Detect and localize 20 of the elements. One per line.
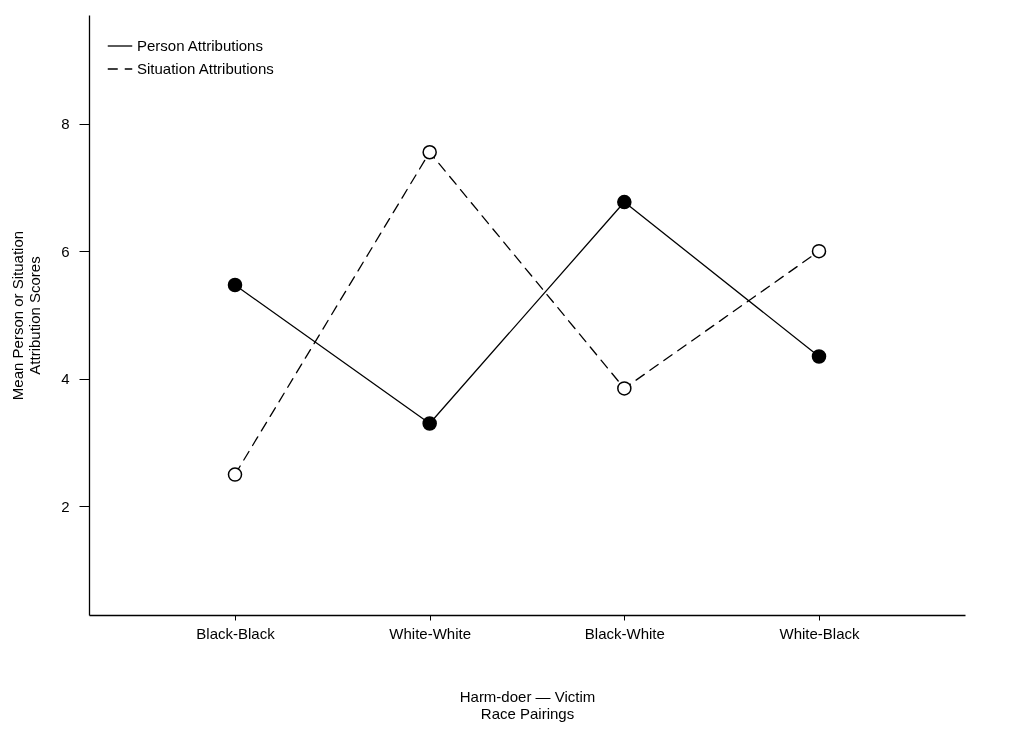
- x-tick-label: White-Black: [779, 624, 860, 642]
- y-tick-label: 2: [61, 497, 70, 515]
- y-tick-label: 6: [61, 242, 70, 260]
- y-tick-label: 8: [61, 115, 70, 133]
- legend-label: Person Attributions: [137, 37, 263, 54]
- point: [811, 349, 827, 364]
- point: [811, 243, 827, 259]
- x-tick-label: Black-Black: [196, 624, 276, 642]
- point: [422, 144, 437, 160]
- x-tick-label: White-White: [389, 624, 472, 642]
- y-tick-label: 4: [61, 370, 70, 388]
- legend-label: Situation Attributions: [137, 60, 274, 77]
- point: [617, 194, 632, 210]
- point: [227, 277, 243, 293]
- x-axis-title: Harm-doer — Victim Race Pairings: [459, 687, 596, 722]
- point: [422, 416, 437, 431]
- y-axis-title: Mean Person or Situation Attribution Scores: [9, 230, 44, 401]
- point: [617, 381, 632, 396]
- x-tick-label: Black-White: [584, 624, 665, 642]
- point: [227, 467, 243, 482]
